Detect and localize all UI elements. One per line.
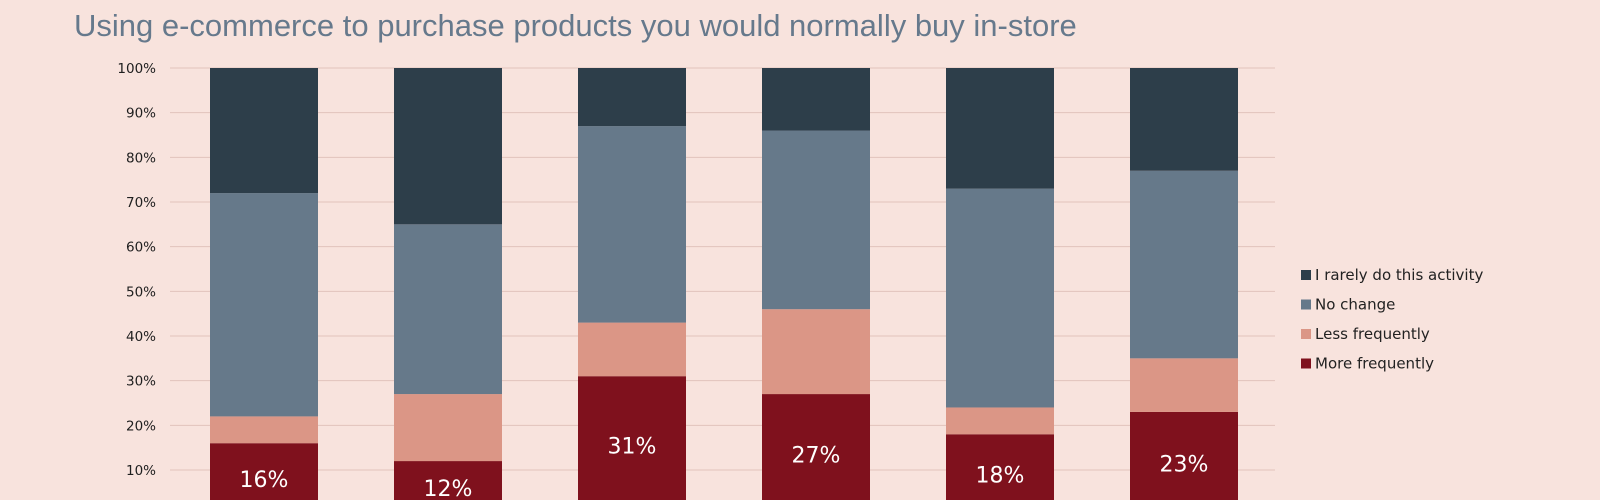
legend-swatch-no-change xyxy=(1301,299,1311,310)
bar-segment-more-frequently xyxy=(394,461,502,500)
data-label: 27% xyxy=(792,443,841,468)
bar-segment-less-frequently xyxy=(946,407,1054,435)
legend-swatch-i-rarely-do-this-activity xyxy=(1301,270,1311,280)
legend: I rarely do this activity No change Less f… xyxy=(1301,266,1483,373)
data-label: 31% xyxy=(608,434,657,459)
bar-segment-no-change xyxy=(578,126,686,323)
legend-swatch-less-frequently xyxy=(1301,329,1311,339)
legend-label-more-frequently: More frequently xyxy=(1315,355,1434,373)
bar-segment-less-frequently xyxy=(1130,358,1238,412)
bar-segment-less-frequently xyxy=(578,322,686,377)
legend-swatch-more-frequently xyxy=(1301,358,1311,369)
bar-segment-i-rarely-do-this-activity xyxy=(578,68,686,127)
bar-segment-no-change xyxy=(210,193,318,417)
bar-segment-less-frequently xyxy=(394,394,502,462)
bar-segment-more-frequently xyxy=(946,434,1054,500)
data-label: 18% xyxy=(976,463,1025,488)
y-tick-label: 90% xyxy=(126,106,156,122)
y-tick-label: 70% xyxy=(126,195,156,211)
bar-segment-i-rarely-do-this-activity xyxy=(762,68,870,131)
bar-segment-less-frequently xyxy=(210,416,318,444)
y-tick-label: 40% xyxy=(126,329,156,345)
data-label: 12% xyxy=(424,477,473,500)
y-tick-label: 10% xyxy=(126,463,156,479)
bar-segment-less-frequently xyxy=(762,309,870,395)
y-tick-label: 20% xyxy=(126,418,156,434)
chart-title: Using e-commerce to purchase products yo… xyxy=(74,8,1077,43)
bar-segment-i-rarely-do-this-activity xyxy=(1130,68,1238,171)
bar-segment-more-frequently xyxy=(762,394,870,500)
legend-label-no-change: No change xyxy=(1315,296,1395,314)
y-tick-label: 80% xyxy=(126,150,156,166)
gridlines xyxy=(170,67,1275,471)
data-label: 16% xyxy=(240,468,289,493)
bars xyxy=(210,68,1238,500)
bar-segment-i-rarely-do-this-activity xyxy=(210,68,318,194)
bar-segment-i-rarely-do-this-activity xyxy=(394,68,502,225)
bar-segment-more-frequently xyxy=(578,376,686,500)
bar-segment-no-change xyxy=(946,188,1054,408)
y-tick-label: 50% xyxy=(126,284,156,300)
bar-segment-i-rarely-do-this-activity xyxy=(946,68,1054,189)
bar-segment-no-change xyxy=(394,224,502,395)
bar-segment-more-frequently xyxy=(210,443,318,500)
bar-segment-no-change xyxy=(1130,170,1238,359)
y-axis-ticks: 10% 20% 30% 40% 50% 60% 70% 80% 90% 100% xyxy=(117,61,156,479)
bar-segment-no-change xyxy=(762,130,870,310)
bar-segment-more-frequently xyxy=(1130,411,1238,500)
data-label: 23% xyxy=(1160,452,1209,477)
data-labels: 16% 12% 31% 27% 18% 23% xyxy=(240,434,1209,500)
y-tick-label: 60% xyxy=(126,240,156,256)
y-tick-label: 30% xyxy=(126,374,156,390)
legend-label-less-frequently: Less frequently xyxy=(1315,325,1430,343)
y-tick-label: 100% xyxy=(117,61,156,77)
legend-label-i-rarely-do-this-activity: I rarely do this activity xyxy=(1315,266,1483,284)
